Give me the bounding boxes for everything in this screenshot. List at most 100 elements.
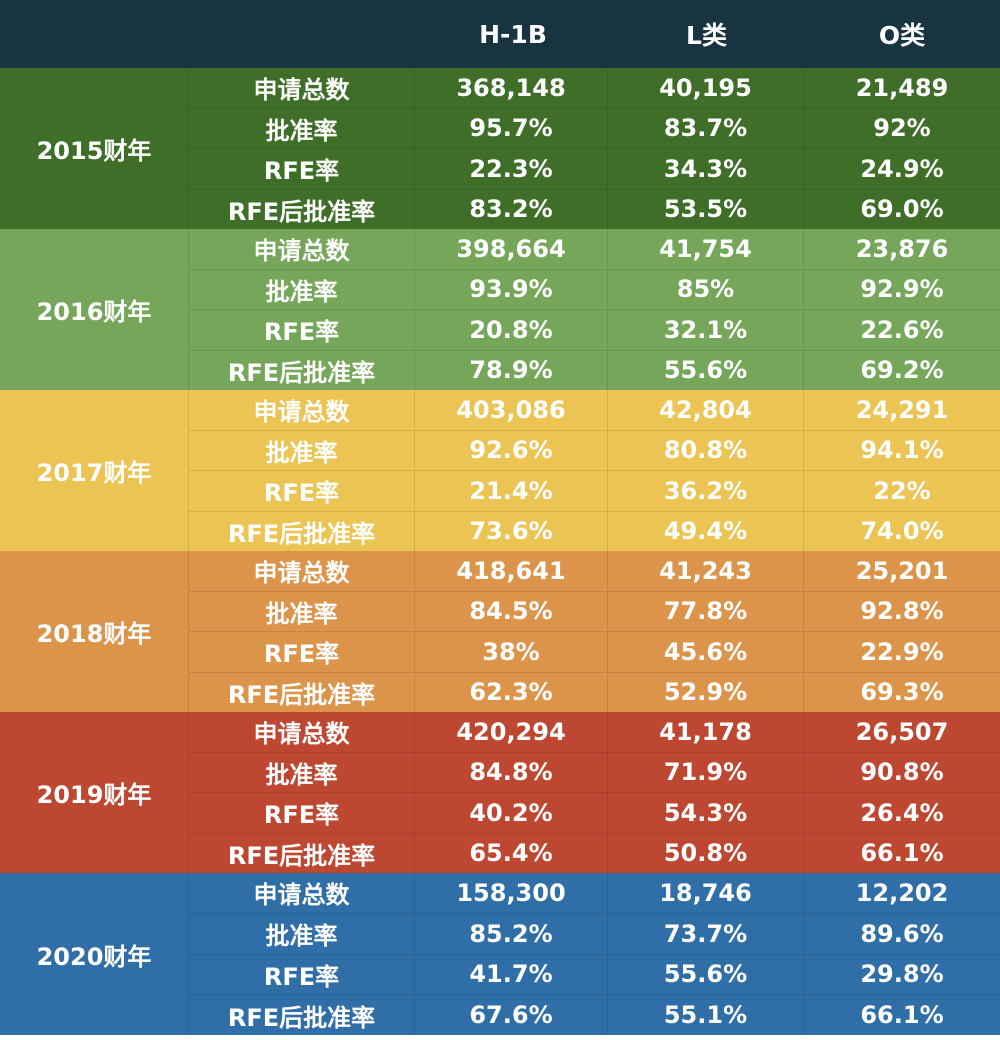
value-cell-o-class: 12,202: [803, 873, 1000, 913]
table-row: 申请总数 420,294 41,178 26,507: [188, 712, 1000, 753]
table-row: RFE率 38% 45.6% 22.9%: [188, 632, 1000, 673]
metric-rows: 申请总数 403,086 42,804 24,291 批准率 92.6% 80.8% 94.1…: [188, 390, 1000, 551]
table-row: RFE率 40.2% 54.3% 26.4%: [188, 793, 1000, 834]
value-cell-o-class: 66.1%: [803, 995, 1000, 1035]
metric-label: RFE率: [188, 310, 414, 350]
metric-label: RFE后批准率: [188, 350, 414, 390]
metric-rows: 申请总数 420,294 41,178 26,507 批准率 84.8% 71.9% 90.8…: [188, 712, 1000, 873]
value-cell-o-class: 22.9%: [803, 632, 1000, 672]
value-cell-o-class: 26.4%: [803, 793, 1000, 833]
metric-label: RFE率: [188, 632, 414, 672]
value-cell-l-class: 34.3%: [607, 149, 803, 189]
metric-label: RFE后批准率: [188, 672, 414, 712]
table-row: 批准率 84.5% 77.8% 92.8%: [188, 591, 1000, 632]
value-cell-l-class: 55.6%: [607, 954, 803, 995]
value-cell-o-class: 25,201: [803, 551, 1000, 591]
table-row: 申请总数 368,148 40,195 21,489: [188, 68, 1000, 109]
table-row: 申请总数 418,641 41,243 25,201: [188, 551, 1000, 592]
metric-label: 批准率: [188, 913, 414, 954]
table-row: RFE后批准率 83.2% 53.5% 69.0%: [188, 189, 1000, 229]
value-cell-l-class: 71.9%: [607, 752, 803, 792]
table-row: 批准率 84.8% 71.9% 90.8%: [188, 752, 1000, 793]
table-row: 批准率 85.2% 73.7% 89.6%: [188, 913, 1000, 955]
table-row: 申请总数 158,300 18,746 12,202: [188, 873, 1000, 914]
metric-label: RFE率: [188, 793, 414, 833]
value-cell-l-class: 49.4%: [607, 511, 803, 551]
table-row: 申请总数 398,664 41,754 23,876: [188, 229, 1000, 270]
metric-label: 批准率: [188, 269, 414, 309]
value-cell-l-class: 83.7%: [607, 108, 803, 148]
fiscal-year-group: 2015财年 申请总数 368,148 40,195 21,489 批准率 95.7% 83.…: [0, 68, 1000, 229]
value-cell-o-class: 69.0%: [803, 189, 1000, 229]
value-cell-h1b: 403,086: [414, 390, 607, 430]
value-cell-l-class: 45.6%: [607, 632, 803, 672]
table-row: RFE率 21.4% 36.2% 22%: [188, 471, 1000, 512]
value-cell-o-class: 66.1%: [803, 833, 1000, 873]
metric-label: 申请总数: [188, 551, 414, 591]
metric-rows: 申请总数 368,148 40,195 21,489 批准率 95.7% 83.7% 92% R…: [188, 68, 1000, 229]
value-cell-o-class: 92%: [803, 108, 1000, 148]
value-cell-h1b: 83.2%: [414, 189, 607, 229]
value-cell-l-class: 41,178: [607, 712, 803, 752]
fiscal-year-label: 2016财年: [36, 298, 152, 326]
table-row: RFE后批准率 78.9% 55.6% 69.2%: [188, 350, 1000, 390]
metric-rows: 申请总数 398,664 41,754 23,876 批准率 93.9% 85% 92.9% R…: [188, 229, 1000, 390]
fiscal-year-group: 2017财年 申请总数 403,086 42,804 24,291 批准率 92.6% 80.…: [0, 390, 1000, 551]
table-row: 批准率 92.6% 80.8% 94.1%: [188, 430, 1000, 471]
value-cell-l-class: 80.8%: [607, 430, 803, 470]
value-cell-o-class: 24,291: [803, 390, 1000, 430]
value-cell-o-class: 92.9%: [803, 269, 1000, 309]
value-cell-h1b: 40.2%: [414, 793, 607, 833]
value-cell-h1b: 95.7%: [414, 108, 607, 148]
metric-label: RFE率: [188, 471, 414, 511]
value-cell-l-class: 41,754: [607, 229, 803, 269]
table-row: RFE率 41.7% 55.6% 29.8%: [188, 954, 1000, 996]
value-cell-l-class: 53.5%: [607, 189, 803, 229]
value-cell-l-class: 50.8%: [607, 833, 803, 873]
fiscal-year-group: 2018财年 申请总数 418,641 41,243 25,201 批准率 84.5% 77.…: [0, 551, 1000, 712]
value-cell-h1b: 368,148: [414, 68, 607, 108]
value-cell-o-class: 21,489: [803, 68, 1000, 108]
metric-label: RFE率: [188, 149, 414, 189]
table-row: RFE后批准率 62.3% 52.9% 69.3%: [188, 672, 1000, 712]
header-l-class: L类: [686, 21, 727, 50]
value-cell-h1b: 78.9%: [414, 350, 607, 390]
value-cell-l-class: 55.1%: [607, 995, 803, 1035]
table-row: RFE后批准率 65.4% 50.8% 66.1%: [188, 833, 1000, 873]
fiscal-year-group: 2016财年 申请总数 398,664 41,754 23,876 批准率 93.9% 85%…: [0, 229, 1000, 390]
value-cell-h1b: 65.4%: [414, 833, 607, 873]
metric-label: RFE后批准率: [188, 995, 414, 1035]
value-cell-h1b: 398,664: [414, 229, 607, 269]
value-cell-l-class: 55.6%: [607, 350, 803, 390]
fiscal-year-label: 2017财年: [36, 459, 152, 487]
value-cell-l-class: 73.7%: [607, 913, 803, 954]
fiscal-year-label: 2018财年: [36, 620, 152, 648]
value-cell-h1b: 92.6%: [414, 430, 607, 470]
fiscal-year-label: 2015财年: [36, 137, 152, 165]
metric-label: RFE后批准率: [188, 833, 414, 873]
metric-label: 批准率: [188, 752, 414, 792]
metric-label: 申请总数: [188, 68, 414, 108]
table-row: RFE后批准率 67.6% 55.1% 66.1%: [188, 995, 1000, 1035]
value-cell-o-class: 69.3%: [803, 672, 1000, 712]
value-cell-l-class: 32.1%: [607, 310, 803, 350]
value-cell-o-class: 89.6%: [803, 913, 1000, 954]
value-cell-o-class: 22%: [803, 471, 1000, 511]
metric-label: 批准率: [188, 591, 414, 631]
value-cell-l-class: 52.9%: [607, 672, 803, 712]
metric-label: 申请总数: [188, 712, 414, 752]
metric-label: 申请总数: [188, 229, 414, 269]
value-cell-l-class: 54.3%: [607, 793, 803, 833]
value-cell-l-class: 18,746: [607, 873, 803, 913]
value-cell-h1b: 38%: [414, 632, 607, 672]
header-corner: [0, 0, 417, 68]
table-row: RFE率 20.8% 32.1% 22.6%: [188, 310, 1000, 351]
value-cell-h1b: 84.5%: [414, 591, 607, 631]
fiscal-year-group: 2020财年 申请总数 158,300 18,746 12,202 批准率 85.2% 73.…: [0, 873, 1000, 1035]
value-cell-l-class: 41,243: [607, 551, 803, 591]
header-h1b: H-1B: [479, 19, 547, 49]
table-row: 申请总数 403,086 42,804 24,291: [188, 390, 1000, 431]
value-cell-o-class: 92.8%: [803, 591, 1000, 631]
table-row: 批准率 93.9% 85% 92.9%: [188, 269, 1000, 310]
